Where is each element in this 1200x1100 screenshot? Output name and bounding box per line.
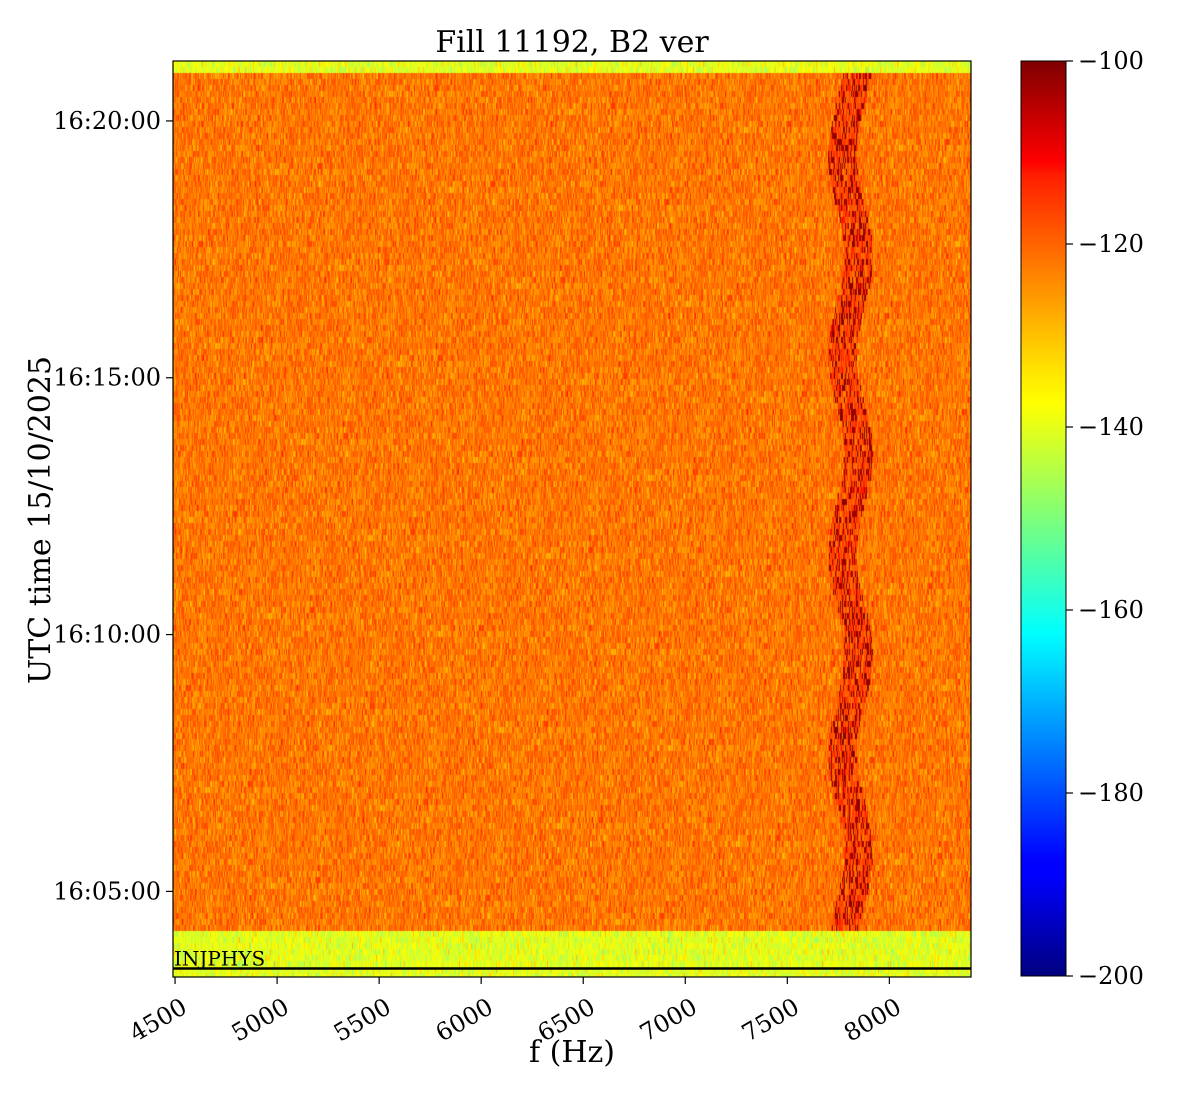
x-tick-label: 6000 [431, 993, 498, 1048]
colorbar-tick-label: −160 [1078, 596, 1144, 624]
plot-area [173, 61, 971, 977]
x-tick-label: 5000 [227, 993, 294, 1048]
x-axis: 4500 5000 5500 6000 6500 7000 7500 8000 [125, 977, 906, 1047]
y-tick-label: 16:10:00 [53, 621, 161, 649]
colorbar-tick-label: −100 [1078, 47, 1144, 75]
y-tick-label: 16:05:00 [53, 877, 161, 905]
annotation-group: INJPHYS [173, 946, 971, 970]
heatmap-image [173, 61, 971, 977]
colorbar-ticks: −100 −120 −140 −160 −180 −200 [1066, 47, 1144, 990]
x-tick-label: 7500 [737, 993, 804, 1048]
plot-frame [172, 60, 972, 978]
annotation-label: INJPHYS [174, 946, 265, 970]
y-tick-label: 16:20:00 [53, 107, 161, 135]
colorbar-gradient [1020, 60, 1067, 977]
colorbar-tick-label: −180 [1078, 779, 1144, 807]
colorbar-tick-label: −140 [1078, 413, 1144, 441]
x-tick-label: 8000 [839, 993, 906, 1048]
colorbar: −100 −120 −140 −160 −180 −200 [1020, 47, 1144, 990]
x-tick-label: 4500 [125, 993, 192, 1048]
x-tick-label: 7000 [635, 993, 702, 1048]
y-axis: 16:05:00 16:10:00 16:15:00 16:20:00 [53, 107, 173, 905]
colorbar-tick-label: −200 [1078, 962, 1144, 990]
y-axis-label: UTC time 15/10/2025 [23, 356, 58, 684]
x-axis-label: f (Hz) [529, 1035, 615, 1070]
x-tick-label: 5500 [329, 993, 396, 1048]
y-tick-label: 16:15:00 [53, 364, 161, 392]
chart-title: Fill 11192, B2 ver [435, 25, 709, 60]
colorbar-tick-label: −120 [1078, 230, 1144, 258]
